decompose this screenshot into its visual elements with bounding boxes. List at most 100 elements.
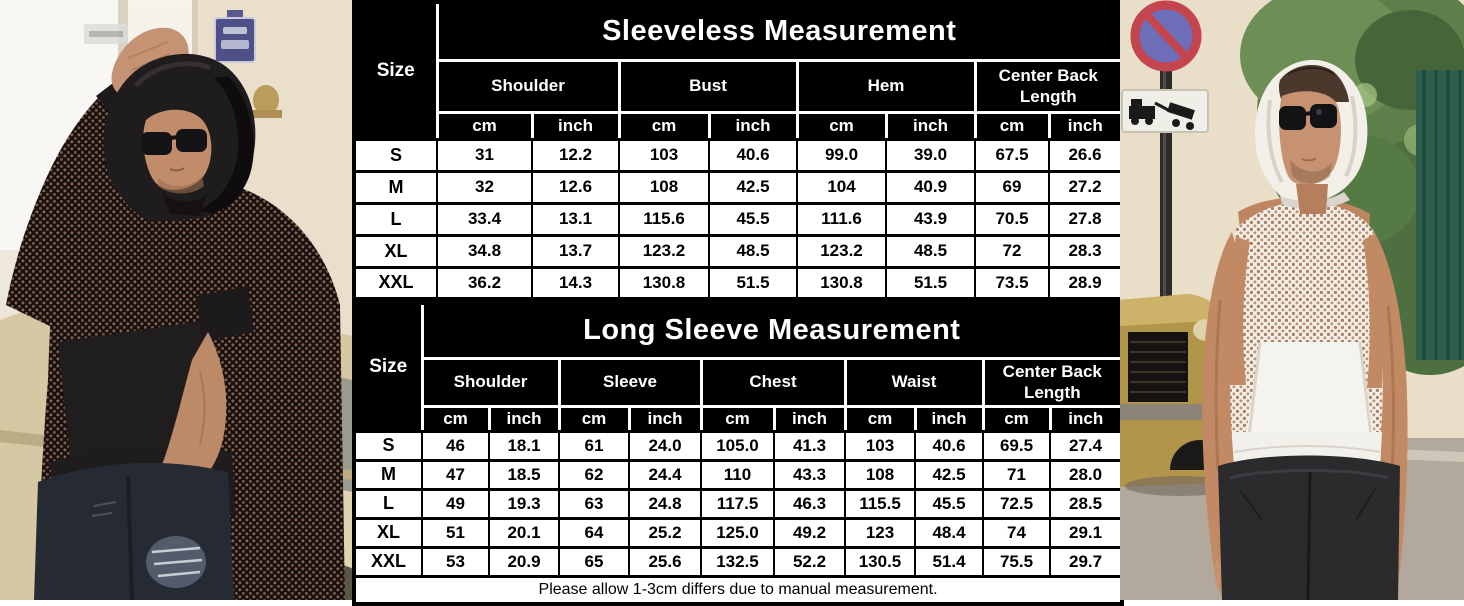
measurement-cell: 40.6 xyxy=(914,429,984,462)
group-header: Sleeve xyxy=(557,356,703,408)
kangaroo-pocket xyxy=(1244,342,1376,447)
unit-header: cm xyxy=(699,404,776,433)
size-label: XXL xyxy=(353,265,438,301)
measurement-cell: 103 xyxy=(618,137,710,173)
measurement-cell: 36.2 xyxy=(436,265,533,301)
measurement-cell: 63 xyxy=(558,487,630,520)
tow-truck-sign-icon xyxy=(1121,89,1209,133)
table-row: L 33.4 13.1 115.6 45.5 111.6 43.9 70.5 2… xyxy=(353,201,1123,237)
measurement-cell: 52.2 xyxy=(773,545,846,578)
measurement-cell: 70.5 xyxy=(974,201,1050,237)
unit-header: cm xyxy=(557,404,631,433)
sleeveless-table: Size Sleeveless Measurement Shoulder Bus… xyxy=(352,0,1124,301)
measurement-cell: 34.8 xyxy=(436,233,533,269)
measurement-cell: 51.4 xyxy=(914,545,984,578)
unit-header: cm xyxy=(435,110,534,141)
unit-header: cm xyxy=(420,404,491,433)
group-header: Waist xyxy=(843,356,985,408)
size-label: M xyxy=(353,458,423,491)
measurement-cell: 33.4 xyxy=(436,201,533,237)
measurement-tables: Size Sleeveless Measurement Shoulder Bus… xyxy=(352,0,1125,606)
unit-header: cm xyxy=(617,110,711,141)
measurement-cell: 51.5 xyxy=(708,265,798,301)
measurement-cell: 24.8 xyxy=(628,487,702,520)
roof-ornament xyxy=(250,85,282,118)
sunglasses-icon xyxy=(141,129,207,155)
measurement-cell: 29.7 xyxy=(1048,545,1124,578)
measurement-cell: 110 xyxy=(700,458,775,491)
table-row: M 32 12.6 108 42.5 104 40.9 69 27.2 xyxy=(353,169,1123,205)
group-header: Shoulder xyxy=(420,356,561,408)
unit-header: inch xyxy=(913,404,985,433)
measurement-cell: 108 xyxy=(844,458,916,491)
left-model xyxy=(6,27,345,600)
size-label: L xyxy=(353,201,438,237)
measurement-cell: 40.6 xyxy=(708,137,798,173)
size-label: S xyxy=(353,137,438,173)
black-pants xyxy=(1218,455,1400,600)
measurement-cell: 48.4 xyxy=(914,516,984,549)
size-label: S xyxy=(353,429,423,462)
measurement-cell: 18.5 xyxy=(488,458,560,491)
measurement-cell: 72.5 xyxy=(982,487,1051,520)
measurement-cell: 73.5 xyxy=(974,265,1050,301)
measurement-cell: 28.0 xyxy=(1048,458,1124,491)
group-header: Bust xyxy=(617,58,799,114)
size-label: L xyxy=(353,487,423,520)
measurement-cell: 51 xyxy=(421,516,490,549)
measurement-cell: 28.5 xyxy=(1048,487,1124,520)
right-photo-illustration xyxy=(1120,0,1464,600)
size-label: XXL xyxy=(353,545,423,578)
measurement-cell: 104 xyxy=(796,169,887,205)
unit-header: inch xyxy=(530,110,621,141)
group-header: Hem xyxy=(795,58,977,114)
green-fence xyxy=(1416,70,1464,360)
unit-header: cm xyxy=(981,404,1052,433)
table-row: XL 34.8 13.7 123.2 48.5 123.2 48.5 72 28… xyxy=(353,233,1123,269)
measurement-cell: 123 xyxy=(844,516,916,549)
measurement-cell: 74 xyxy=(982,516,1051,549)
measurement-cell: 48.5 xyxy=(708,233,798,269)
left-photo-illustration xyxy=(0,0,352,600)
measurement-cell: 69 xyxy=(974,169,1050,205)
measurement-cell: 46 xyxy=(421,429,490,462)
unit-header: inch xyxy=(772,404,847,433)
measurement-cell: 24.4 xyxy=(628,458,702,491)
size-label: M xyxy=(353,169,438,205)
measurement-cell: 31 xyxy=(436,137,533,173)
unit-header: inch xyxy=(1047,110,1124,141)
measurement-cell: 41.3 xyxy=(773,429,846,462)
measurement-cell: 24.0 xyxy=(628,429,702,462)
measurement-cell: 65 xyxy=(558,545,630,578)
table-row: S 46 18.1 61 24.0 105.0 41.3 103 40.6 69… xyxy=(353,429,1124,462)
measurement-cell: 64 xyxy=(558,516,630,549)
size-label: XL xyxy=(353,233,438,269)
size-corner-label: Size xyxy=(352,301,424,433)
unit-header: cm xyxy=(795,110,888,141)
table-row: XXL 53 20.9 65 25.6 132.5 52.2 130.5 51.… xyxy=(353,545,1124,578)
measurement-cell: 72 xyxy=(974,233,1050,269)
table-title: Long Sleeve Measurement xyxy=(420,301,1124,360)
measurement-cell: 27.4 xyxy=(1048,429,1124,462)
measurement-cell: 40.9 xyxy=(885,169,976,205)
measurement-cell: 61 xyxy=(558,429,630,462)
measurement-cell: 25.6 xyxy=(628,545,702,578)
no-parking-sign-icon xyxy=(1130,0,1202,72)
measurement-cell: 13.7 xyxy=(531,233,620,269)
measurement-cell: 20.1 xyxy=(488,516,560,549)
measurement-cell: 29.1 xyxy=(1048,516,1124,549)
measurement-cell: 32 xyxy=(436,169,533,205)
measurement-cell: 20.9 xyxy=(488,545,560,578)
measurement-cell: 67.5 xyxy=(974,137,1050,173)
measurement-cell: 45.5 xyxy=(914,487,984,520)
group-header: Center Back Length xyxy=(981,356,1124,408)
measurement-cell: 53 xyxy=(421,545,490,578)
left-model-photo xyxy=(0,0,352,600)
measurement-cell: 123.2 xyxy=(796,233,887,269)
measurement-cell: 28.3 xyxy=(1048,233,1123,269)
measurement-cell: 62 xyxy=(558,458,630,491)
measurement-cell: 132.5 xyxy=(700,545,775,578)
table-title: Sleeveless Measurement xyxy=(435,0,1124,62)
measurement-cell: 69.5 xyxy=(982,429,1051,462)
measurement-cell: 13.1 xyxy=(531,201,620,237)
